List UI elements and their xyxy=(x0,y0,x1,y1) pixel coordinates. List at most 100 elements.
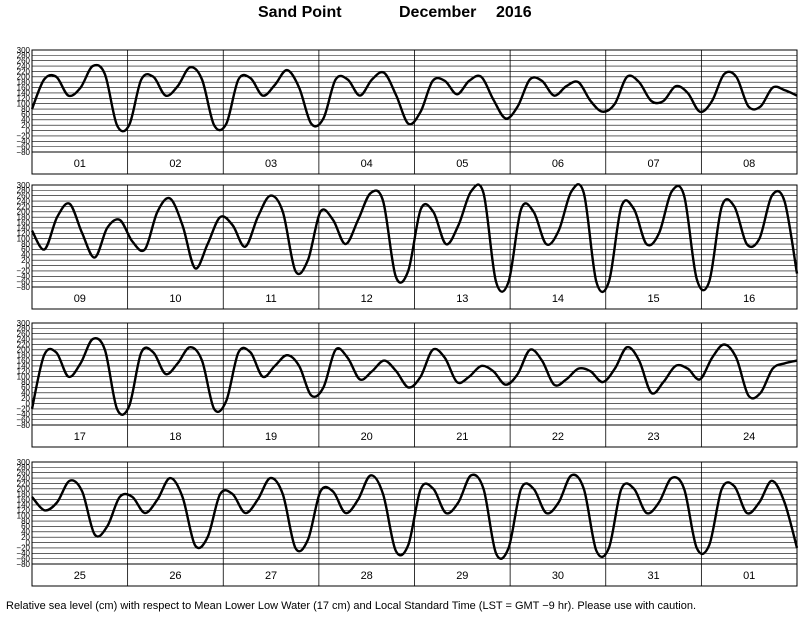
y-tick-label: 40 xyxy=(21,528,30,537)
y-tick-label: 60 xyxy=(21,110,30,119)
day-label: 15 xyxy=(647,293,659,305)
day-label: 31 xyxy=(647,570,659,582)
y-tick-label: 200 xyxy=(17,208,31,217)
day-label: 23 xyxy=(647,431,659,443)
y-tick-label: 220 xyxy=(17,340,31,349)
day-label: 09 xyxy=(74,293,86,305)
tide-curve xyxy=(31,473,799,560)
y-tick-label: 260 xyxy=(17,57,31,66)
y-tick-label: 20 xyxy=(21,121,30,130)
y-tick-label: −60 xyxy=(16,277,30,286)
y-tick-label: 220 xyxy=(17,479,31,488)
day-label: 29 xyxy=(456,570,468,582)
y-tick-label: 180 xyxy=(17,490,31,499)
tide-curve xyxy=(30,183,799,294)
y-tick-label: 300 xyxy=(17,181,31,190)
day-label: 10 xyxy=(169,293,181,305)
y-tick-label: 180 xyxy=(17,78,31,87)
day-label: 19 xyxy=(265,431,277,443)
y-tick-label: 140 xyxy=(17,501,31,510)
y-tick-label: 280 xyxy=(17,463,31,472)
y-tick-label: 240 xyxy=(17,197,31,206)
y-tick-label: −40 xyxy=(16,272,30,281)
y-tick-label: 180 xyxy=(17,351,31,360)
y-tick-label: 160 xyxy=(17,495,31,504)
y-tick-label: 40 xyxy=(21,116,30,125)
y-tick-label: −20 xyxy=(16,405,30,414)
y-tick-label: 200 xyxy=(17,73,31,82)
y-tick-label: 300 xyxy=(17,46,31,55)
y-tick-label: 120 xyxy=(17,94,31,103)
y-tick-label: −60 xyxy=(16,142,30,151)
day-label: 16 xyxy=(743,293,755,305)
y-tick-label: −80 xyxy=(16,560,30,569)
day-label: 07 xyxy=(647,158,659,170)
y-tick-label: −40 xyxy=(16,137,30,146)
day-label: 12 xyxy=(361,293,373,305)
y-tick-label: 280 xyxy=(17,51,31,60)
title-year: 2016 xyxy=(496,4,532,21)
y-tick-label: −60 xyxy=(16,554,30,563)
footer-caption: Relative sea level (cm) with respect to … xyxy=(6,600,697,612)
y-tick-label: 60 xyxy=(21,383,30,392)
day-label: 11 xyxy=(265,293,276,305)
y-tick-label: 240 xyxy=(17,62,31,71)
day-label: 08 xyxy=(743,158,755,170)
y-tick-label: −80 xyxy=(16,421,30,430)
tide-chart: 3002802602402202001801601401201008060402… xyxy=(16,46,799,587)
y-tick-label: −60 xyxy=(16,415,30,424)
day-label: 22 xyxy=(552,431,564,443)
day-label: 28 xyxy=(361,570,373,582)
day-label: 01 xyxy=(743,570,755,582)
y-tick-label: 20 xyxy=(21,256,30,265)
y-tick-label: 80 xyxy=(21,378,30,387)
tide-curve xyxy=(30,337,798,416)
y-tick-label: −20 xyxy=(16,132,30,141)
day-label: 17 xyxy=(74,431,86,443)
y-tick-label: 0 xyxy=(26,399,31,408)
y-tick-label: 260 xyxy=(17,469,31,478)
y-tick-label: 160 xyxy=(17,83,31,92)
day-label: 21 xyxy=(456,431,468,443)
y-tick-label: 200 xyxy=(17,485,31,494)
day-label: 26 xyxy=(169,570,181,582)
y-tick-label: 80 xyxy=(21,517,30,526)
y-tick-label: 280 xyxy=(17,186,31,195)
day-label: 20 xyxy=(361,431,373,443)
day-label: 04 xyxy=(361,158,373,170)
y-tick-label: 140 xyxy=(17,89,31,98)
y-tick-label: 0 xyxy=(26,538,31,547)
y-tick-label: 300 xyxy=(17,319,31,328)
y-tick-label: 280 xyxy=(17,324,31,333)
y-tick-label: 60 xyxy=(21,522,30,531)
y-tick-label: 180 xyxy=(17,213,31,222)
y-tick-label: 80 xyxy=(21,105,30,114)
y-tick-label: −80 xyxy=(16,148,30,157)
y-tick-label: 100 xyxy=(17,99,31,108)
y-tick-label: 20 xyxy=(21,394,30,403)
y-tick-label: 220 xyxy=(17,202,31,211)
day-label: 06 xyxy=(552,158,564,170)
y-tick-label: 0 xyxy=(26,126,31,135)
y-tick-label: 220 xyxy=(17,67,31,76)
y-tick-label: 260 xyxy=(17,192,31,201)
y-tick-label: 0 xyxy=(26,261,31,270)
day-label: 13 xyxy=(456,293,468,305)
y-tick-label: 160 xyxy=(17,356,31,365)
y-tick-label: 120 xyxy=(17,367,31,376)
day-label: 03 xyxy=(265,158,277,170)
y-tick-label: 40 xyxy=(21,389,30,398)
y-tick-label: 300 xyxy=(17,458,31,467)
y-tick-label: 60 xyxy=(21,245,30,254)
y-tick-label: −40 xyxy=(16,410,30,419)
y-tick-label: −40 xyxy=(16,549,30,558)
y-tick-label: 20 xyxy=(21,533,30,542)
y-tick-label: 100 xyxy=(17,372,31,381)
y-tick-label: −20 xyxy=(16,267,30,276)
day-label: 24 xyxy=(743,431,755,443)
y-tick-label: 100 xyxy=(17,511,31,520)
day-label: 05 xyxy=(456,158,468,170)
y-tick-label: 120 xyxy=(17,229,31,238)
day-label: 18 xyxy=(169,431,181,443)
day-label: 14 xyxy=(552,293,564,305)
